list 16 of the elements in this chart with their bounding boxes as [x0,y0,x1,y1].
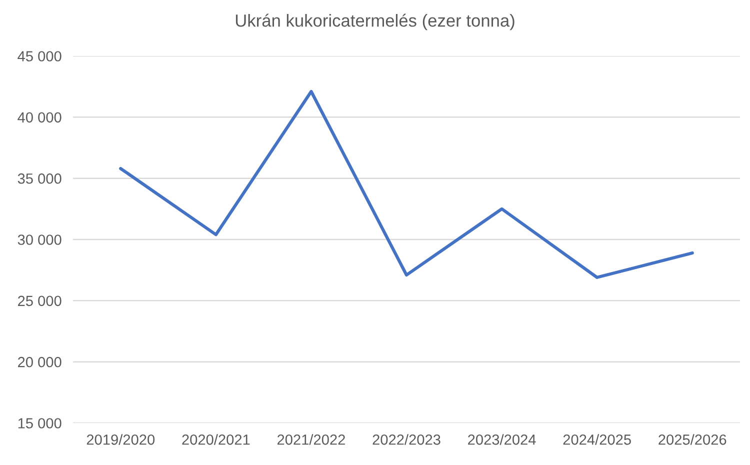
x-tick-label: 2019/2020 [86,434,155,445]
line-series [119,90,694,279]
x-tick-label: 2025/2026 [658,434,726,445]
y-tick-label: 30 000 [18,234,62,245]
y-tick-label: 45 000 [18,51,62,62]
y-tick-label: 35 000 [18,173,62,184]
y-tick-label: 20 000 [18,356,62,368]
x-tick-label: 2021/2022 [277,434,345,445]
y-tick-label: 15 000 [18,418,62,428]
chart-title: Ukrán kukoricatermelés (ezer tonna) [236,14,514,30]
y-tick-label: 25 000 [18,296,62,306]
x-tick-label: 2022/2023 [372,434,440,445]
x-tick-label: 2023/2024 [468,434,536,445]
x-tick-label: 2024/2025 [563,434,631,445]
y-tick-label: 40 000 [18,112,62,123]
x-tick-label: 2020/2021 [182,434,250,445]
